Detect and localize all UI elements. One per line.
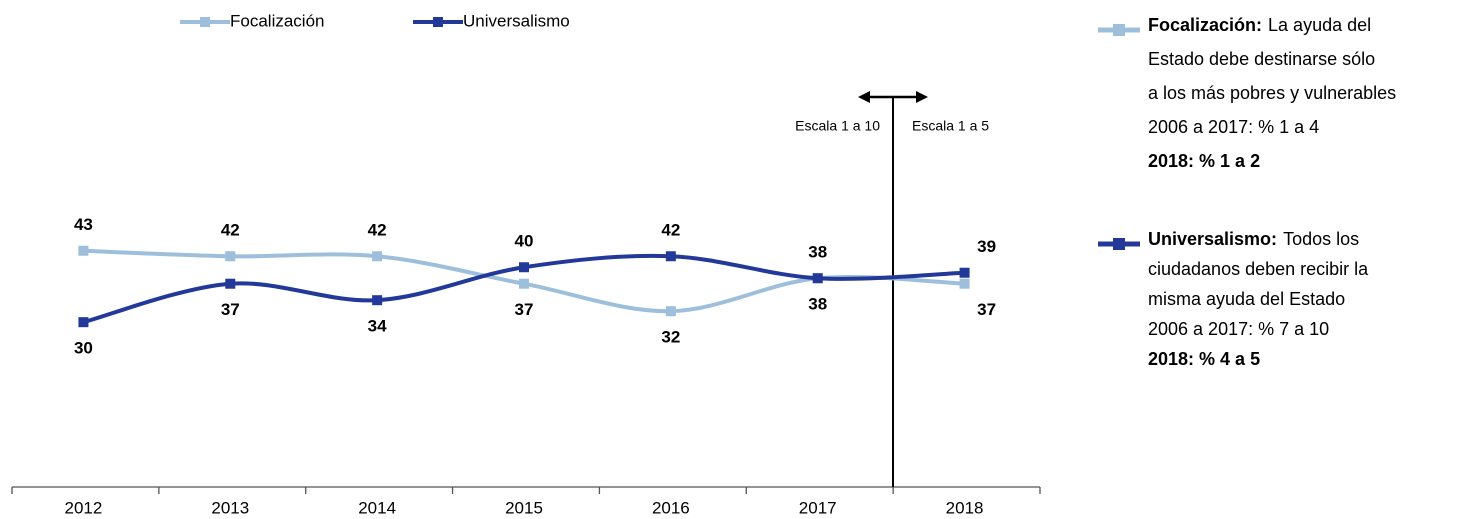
description-icon xyxy=(1113,238,1125,250)
arrow-head xyxy=(916,91,928,103)
point-marker xyxy=(519,278,529,289)
description-line: ciudadanos deben recibir la xyxy=(1148,259,1369,279)
point-marker xyxy=(812,273,823,284)
point-marker xyxy=(78,317,89,328)
x-tick-label: 2013 xyxy=(211,498,249,517)
legend-label: Universalismo xyxy=(463,11,570,30)
data-label: 34 xyxy=(368,317,387,336)
x-tick-label: 2012 xyxy=(65,498,103,517)
description-line: misma ayuda del Estado xyxy=(1148,289,1345,309)
data-label: 32 xyxy=(661,328,680,347)
description-line: Todos los xyxy=(1283,229,1359,249)
x-tick-label: 2014 xyxy=(358,498,396,517)
legend-label: Focalización xyxy=(230,11,325,30)
description-line: a los más pobres y vulnerables xyxy=(1148,83,1396,103)
legend-marker xyxy=(200,17,210,27)
description-line: La ayuda del xyxy=(1268,15,1371,35)
data-label: 43 xyxy=(74,215,93,234)
point-marker xyxy=(959,267,970,278)
data-label: 38 xyxy=(808,243,827,262)
point-marker xyxy=(78,245,89,256)
description-label: Focalización: xyxy=(1148,15,1262,35)
description-label: Universalismo: xyxy=(1148,229,1277,249)
point-marker xyxy=(665,251,676,262)
description-line: 2018: % 1 a 2 xyxy=(1148,151,1260,171)
point-marker xyxy=(959,278,970,289)
point-marker xyxy=(372,251,383,262)
description-icon xyxy=(1113,24,1125,36)
point-marker xyxy=(372,295,383,306)
data-label: 30 xyxy=(74,339,93,358)
point-marker xyxy=(665,306,676,317)
scale-note: Escala 1 a 5 xyxy=(912,118,989,134)
data-label: 37 xyxy=(515,300,534,319)
data-label: 37 xyxy=(221,300,240,319)
point-marker xyxy=(519,262,529,273)
x-tick-label: 2015 xyxy=(505,498,543,517)
data-label: 42 xyxy=(661,221,680,240)
data-label: 39 xyxy=(977,237,996,256)
data-label: 42 xyxy=(221,221,240,240)
x-tick-label: 2018 xyxy=(946,498,984,517)
data-label: 42 xyxy=(368,221,387,240)
description-line: 2006 a 2017: % 7 a 10 xyxy=(1148,319,1329,339)
legend-marker xyxy=(433,17,443,27)
arrow-head xyxy=(858,91,870,103)
point-marker xyxy=(225,278,236,289)
description-line: 2018: % 4 a 5 xyxy=(1148,349,1260,369)
data-label: 40 xyxy=(515,232,534,251)
x-tick-label: 2017 xyxy=(799,498,837,517)
data-label: 37 xyxy=(977,300,996,319)
point-marker xyxy=(225,251,236,262)
scale-note: Escala 1 a 10 xyxy=(795,118,880,134)
data-label: 38 xyxy=(808,295,827,314)
description-line: Estado debe destinarse sólo xyxy=(1148,49,1375,69)
x-tick-label: 2016 xyxy=(652,498,690,517)
description-line: 2006 a 2017: % 1 a 4 xyxy=(1148,117,1319,137)
